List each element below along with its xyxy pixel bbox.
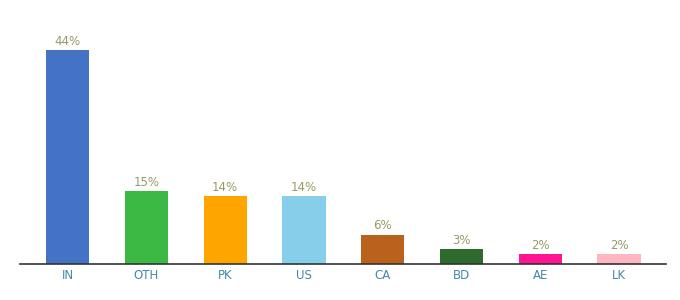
Text: 2%: 2% xyxy=(610,239,628,252)
Bar xyxy=(598,254,641,264)
Bar xyxy=(440,249,483,264)
Bar xyxy=(361,235,405,264)
Text: 14%: 14% xyxy=(212,181,238,194)
Bar xyxy=(46,50,89,264)
Text: 2%: 2% xyxy=(531,239,549,252)
Text: 6%: 6% xyxy=(373,219,392,232)
Bar xyxy=(519,254,562,264)
Text: 44%: 44% xyxy=(54,35,81,48)
Bar xyxy=(203,196,247,264)
Text: 14%: 14% xyxy=(291,181,317,194)
Text: 3%: 3% xyxy=(452,234,471,247)
Bar xyxy=(282,196,326,264)
Text: 15%: 15% xyxy=(133,176,159,189)
Bar xyxy=(125,191,168,264)
